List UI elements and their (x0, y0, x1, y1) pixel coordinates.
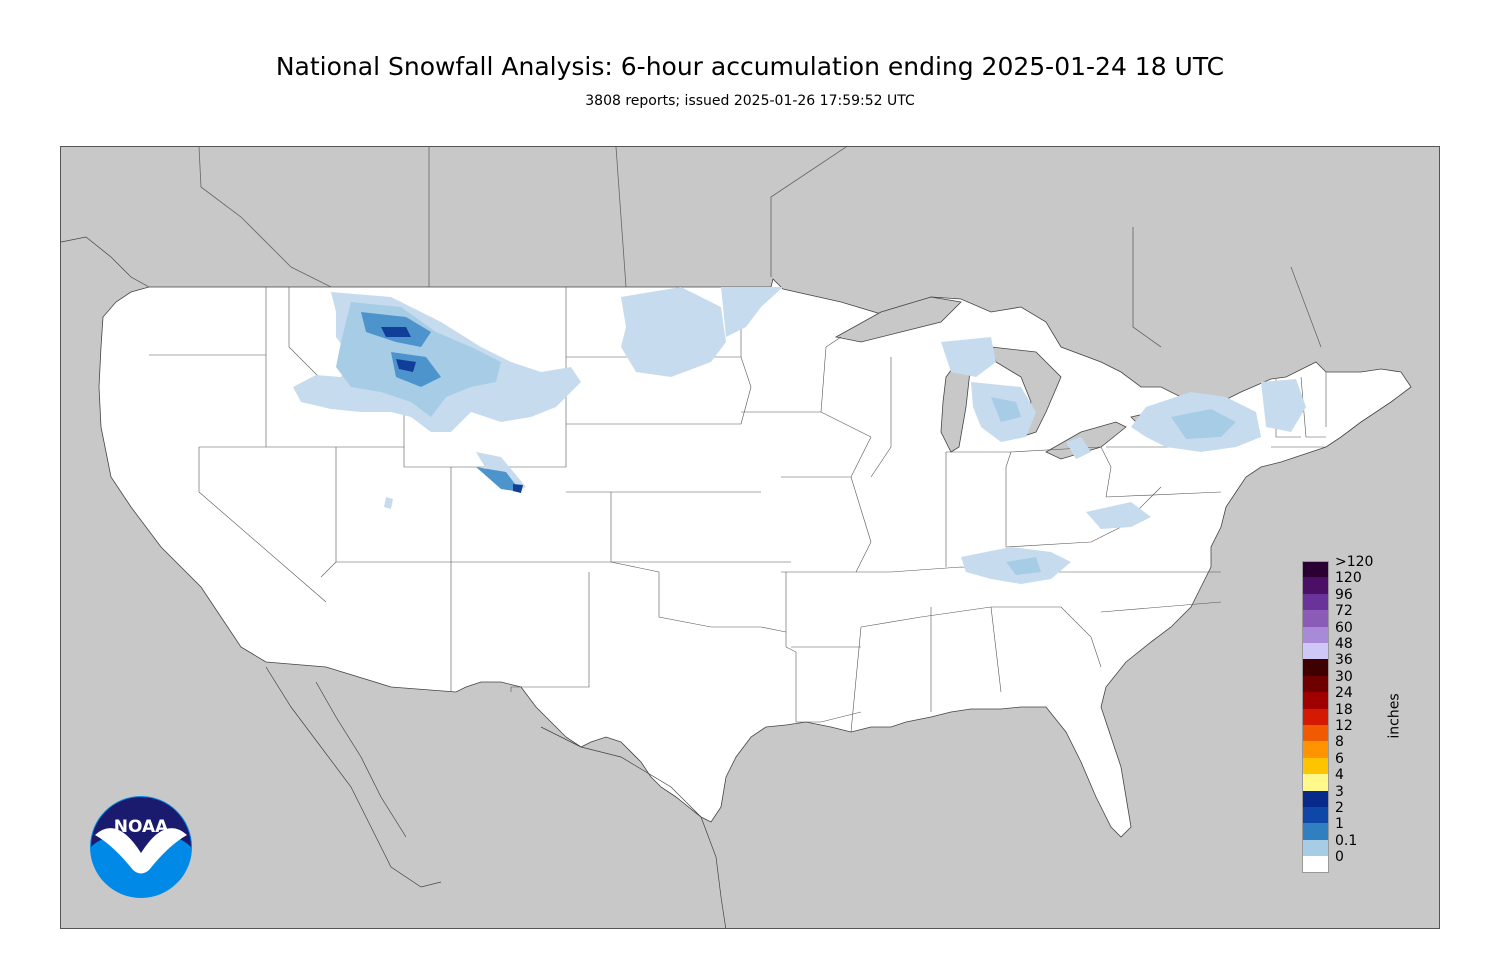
noaa-logo-icon: NOAA (89, 795, 193, 899)
legend-swatch (1302, 626, 1329, 643)
legend-label: 6 (1335, 750, 1344, 767)
legend-label: 8 (1335, 734, 1344, 751)
legend-swatch (1302, 593, 1329, 611)
snowfall-map (60, 146, 1440, 929)
legend-swatch (1302, 757, 1329, 775)
legend-label: 72 (1335, 603, 1353, 620)
legend-label: 24 (1335, 685, 1353, 702)
legend-label: 30 (1335, 668, 1353, 685)
legend-label: 96 (1335, 586, 1353, 603)
legend-swatch (1302, 561, 1329, 578)
legend-swatch (1302, 807, 1329, 824)
legend-label: 2 (1335, 800, 1344, 816)
canada-borders (198, 147, 1322, 348)
legend-swatch (1302, 856, 1329, 873)
legend-swatch (1302, 708, 1329, 725)
us-landmass (98, 278, 1412, 838)
legend-label: 18 (1335, 701, 1353, 718)
legend-swatch (1302, 610, 1329, 627)
legend-label: 0.1 (1335, 832, 1358, 849)
legend-label: 12 (1335, 718, 1353, 734)
legend-units: inches (1386, 693, 1403, 739)
noaa-logo-text: NOAA (114, 817, 169, 837)
map-subtitle: 3808 reports; issued 2025-01-26 17:59:52… (585, 93, 915, 109)
state-borders (149, 287, 1327, 733)
legend-swatch (1302, 692, 1329, 709)
legend-swatch (1302, 741, 1329, 758)
legend-label: 36 (1335, 652, 1353, 669)
coastlines (61, 236, 727, 928)
legend-swatch (1302, 790, 1329, 807)
snowfall-very-heavy (381, 327, 523, 493)
legend-swatch (1302, 839, 1329, 857)
legend-swatch (1302, 643, 1329, 660)
legend-swatch (1302, 774, 1329, 791)
legend-label: 48 (1335, 636, 1353, 652)
legend-label: 120 (1335, 570, 1362, 587)
legend-swatch (1302, 725, 1329, 742)
legend-label: 1 (1335, 816, 1344, 833)
legend-swatch (1302, 823, 1329, 840)
legend-label: 60 (1335, 619, 1353, 636)
map-title: National Snowfall Analysis: 6-hour accum… (275, 52, 1225, 81)
map-canvas (61, 147, 1412, 928)
legend-label: 4 (1335, 767, 1344, 784)
legend-label: 3 (1335, 783, 1344, 800)
legend-label: 0 (1335, 849, 1344, 866)
great-lakes (834, 296, 1192, 460)
legend-swatch (1302, 659, 1329, 676)
legend-label: >120 (1335, 554, 1374, 570)
legend-swatch (1302, 675, 1329, 693)
color-legend: >120 120 96 72 60 48 36 30 24 18 12 8 6 4 3 2 1 0.1 0 (1302, 555, 1422, 881)
legend-swatch (1302, 577, 1329, 594)
